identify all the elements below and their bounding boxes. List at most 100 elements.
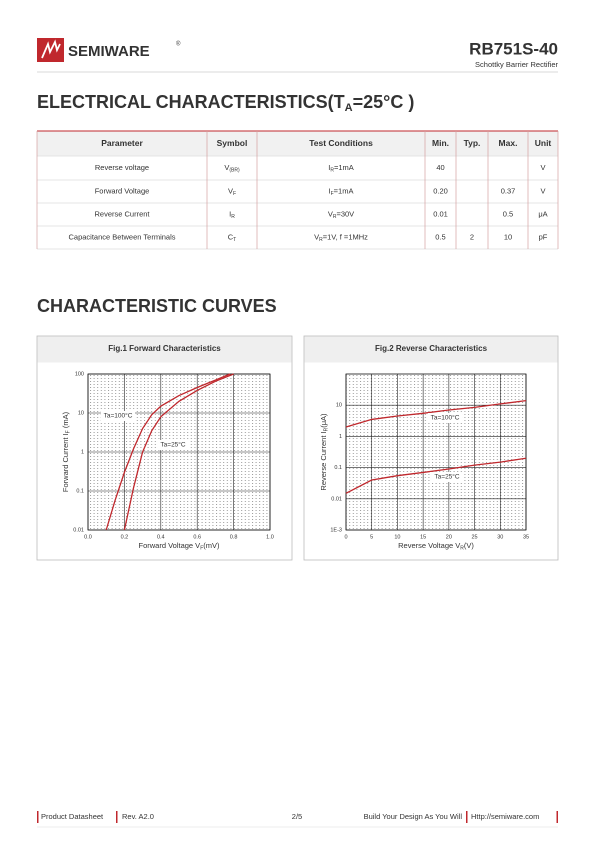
x-tick-label: 1.0 bbox=[266, 534, 274, 540]
x-tick-label: 20 bbox=[446, 534, 452, 540]
y-axis-label-rest: (μA) bbox=[319, 413, 328, 428]
figure-title: Fig.1 Forward Characteristics bbox=[108, 344, 221, 353]
cell-unit: pF bbox=[539, 232, 548, 241]
cell-condition-sub: F bbox=[331, 191, 334, 197]
y-tick-label: 1 bbox=[81, 449, 84, 455]
curve-label-bg bbox=[430, 472, 464, 482]
curve-label: Ta=100°C bbox=[104, 412, 133, 420]
cell-condition: VR=1V, f =1MHz bbox=[314, 232, 368, 243]
y-axis-label-rest: (mA) bbox=[61, 411, 70, 430]
subtitle: Schottky Barrier Rectifier bbox=[475, 60, 558, 69]
figure-header bbox=[304, 336, 558, 363]
footer-page: 2/5 bbox=[292, 812, 302, 821]
curve bbox=[105, 373, 231, 531]
cell-condition-rest: =1mA bbox=[334, 163, 354, 172]
x-tick-label: 0.8 bbox=[230, 534, 238, 540]
curve bbox=[123, 373, 234, 531]
cell-condition-sub: R bbox=[333, 214, 337, 220]
cell-symbol-base: V bbox=[228, 186, 233, 195]
column-header: Unit bbox=[535, 138, 552, 148]
cell-condition-rest: =1V, f =1MHz bbox=[323, 232, 368, 241]
x-axis-label-rest: (mV) bbox=[203, 541, 220, 550]
footer-slogan: Build Your Design As You Will bbox=[364, 812, 463, 821]
section-title: CHARACTERISTIC CURVES bbox=[37, 296, 277, 316]
cell-unit: V bbox=[540, 186, 545, 195]
cell-condition-base: I bbox=[329, 186, 331, 195]
x-tick-label: 35 bbox=[523, 534, 529, 540]
cell-min: 0.5 bbox=[435, 232, 445, 241]
x-tick-label: 30 bbox=[497, 534, 503, 540]
y-tick-label: 1 bbox=[339, 434, 342, 440]
cell-condition-rest: =30V bbox=[336, 209, 354, 218]
x-tick-label: 15 bbox=[420, 534, 426, 540]
cell-parameter: Reverse Current bbox=[94, 209, 150, 218]
cell-condition-base: V bbox=[314, 232, 319, 241]
cell-max: 0.5 bbox=[503, 209, 513, 218]
y-tick-label: 0.01 bbox=[331, 496, 342, 502]
cell-condition-base: V bbox=[328, 209, 333, 218]
cell-condition: IR=1mA bbox=[328, 163, 354, 174]
x-tick-label: 10 bbox=[394, 534, 400, 540]
cell-symbol-sub: R bbox=[231, 214, 235, 220]
cell-parameter: Capacitance Between Terminals bbox=[68, 232, 175, 241]
column-header: Test Conditions bbox=[309, 138, 373, 148]
cell-symbol: IR bbox=[229, 209, 235, 220]
cell-condition: VR=30V bbox=[328, 209, 354, 220]
cell-parameter: Forward Voltage bbox=[95, 186, 150, 195]
cell-min: 40 bbox=[436, 163, 444, 172]
footer-bar bbox=[116, 811, 118, 823]
curve-label-bg bbox=[101, 411, 135, 421]
curve-label: Ta=25°C bbox=[160, 441, 185, 449]
y-tick-label: 1E-3 bbox=[330, 527, 342, 533]
cell-symbol: V(BR) bbox=[224, 163, 240, 174]
x-tick-label: 25 bbox=[472, 534, 478, 540]
y-tick-label: 10 bbox=[78, 410, 84, 416]
plot-texture bbox=[346, 374, 526, 530]
x-tick-label: 5 bbox=[370, 534, 373, 540]
section-title: ELECTRICAL CHARACTERISTICS(TA=25°C ) bbox=[37, 92, 414, 114]
x-tick-label: 0.2 bbox=[121, 534, 129, 540]
cell-symbol-base: C bbox=[228, 232, 234, 241]
cell-symbol-sub: T bbox=[233, 237, 236, 243]
curve-label: Ta=100°C bbox=[431, 414, 460, 422]
cell-typ: 2 bbox=[470, 232, 474, 241]
brand: SEMIWARE bbox=[68, 43, 150, 60]
table-header-bg bbox=[37, 131, 558, 156]
footer-bar bbox=[37, 811, 39, 823]
cell-symbol: VF bbox=[228, 186, 236, 197]
y-tick-label: 0.1 bbox=[76, 488, 84, 494]
y-axis-label-sub: R bbox=[324, 427, 330, 431]
cell-condition: IF=1mA bbox=[329, 186, 354, 197]
y-tick-label: 10 bbox=[336, 403, 342, 409]
footer-doc-type: Product Datasheet bbox=[41, 812, 104, 821]
y-axis-label-base: Forward Current I bbox=[61, 433, 70, 492]
plot-frame bbox=[87, 373, 271, 531]
footer-bar bbox=[556, 811, 558, 823]
y-tick-label: 100 bbox=[75, 371, 84, 377]
x-axis-label: Forward Voltage VF(mV) bbox=[138, 541, 220, 552]
cell-symbol-base: I bbox=[229, 209, 231, 218]
cell-condition-sub: R bbox=[319, 237, 323, 243]
footer-bar bbox=[466, 811, 468, 823]
section-title-sub: A bbox=[345, 102, 353, 114]
column-header: Typ. bbox=[464, 138, 481, 148]
cell-symbol-sub: F bbox=[233, 191, 236, 197]
curve-label-bg bbox=[428, 413, 462, 423]
plot-frame bbox=[345, 373, 527, 531]
x-tick-label: 0.6 bbox=[193, 534, 201, 540]
registered-mark: ® bbox=[176, 41, 181, 48]
figure-title: Fig.2 Reverse Characteristics bbox=[375, 344, 488, 353]
curve bbox=[345, 457, 527, 494]
x-axis-label-sub: R bbox=[460, 546, 464, 552]
column-header: Min. bbox=[432, 138, 449, 148]
cell-symbol-base: V bbox=[224, 163, 229, 172]
footer-revision: Rev. A2.0 bbox=[122, 812, 154, 821]
curve bbox=[345, 399, 527, 428]
column-header: Symbol bbox=[217, 138, 248, 148]
column-header: Parameter bbox=[101, 138, 143, 148]
cell-unit: V bbox=[540, 163, 545, 172]
x-axis-label-sub: F bbox=[200, 546, 203, 552]
x-axis-label-base: Forward Voltage V bbox=[138, 541, 200, 550]
y-tick-label: 0.01 bbox=[73, 527, 84, 533]
